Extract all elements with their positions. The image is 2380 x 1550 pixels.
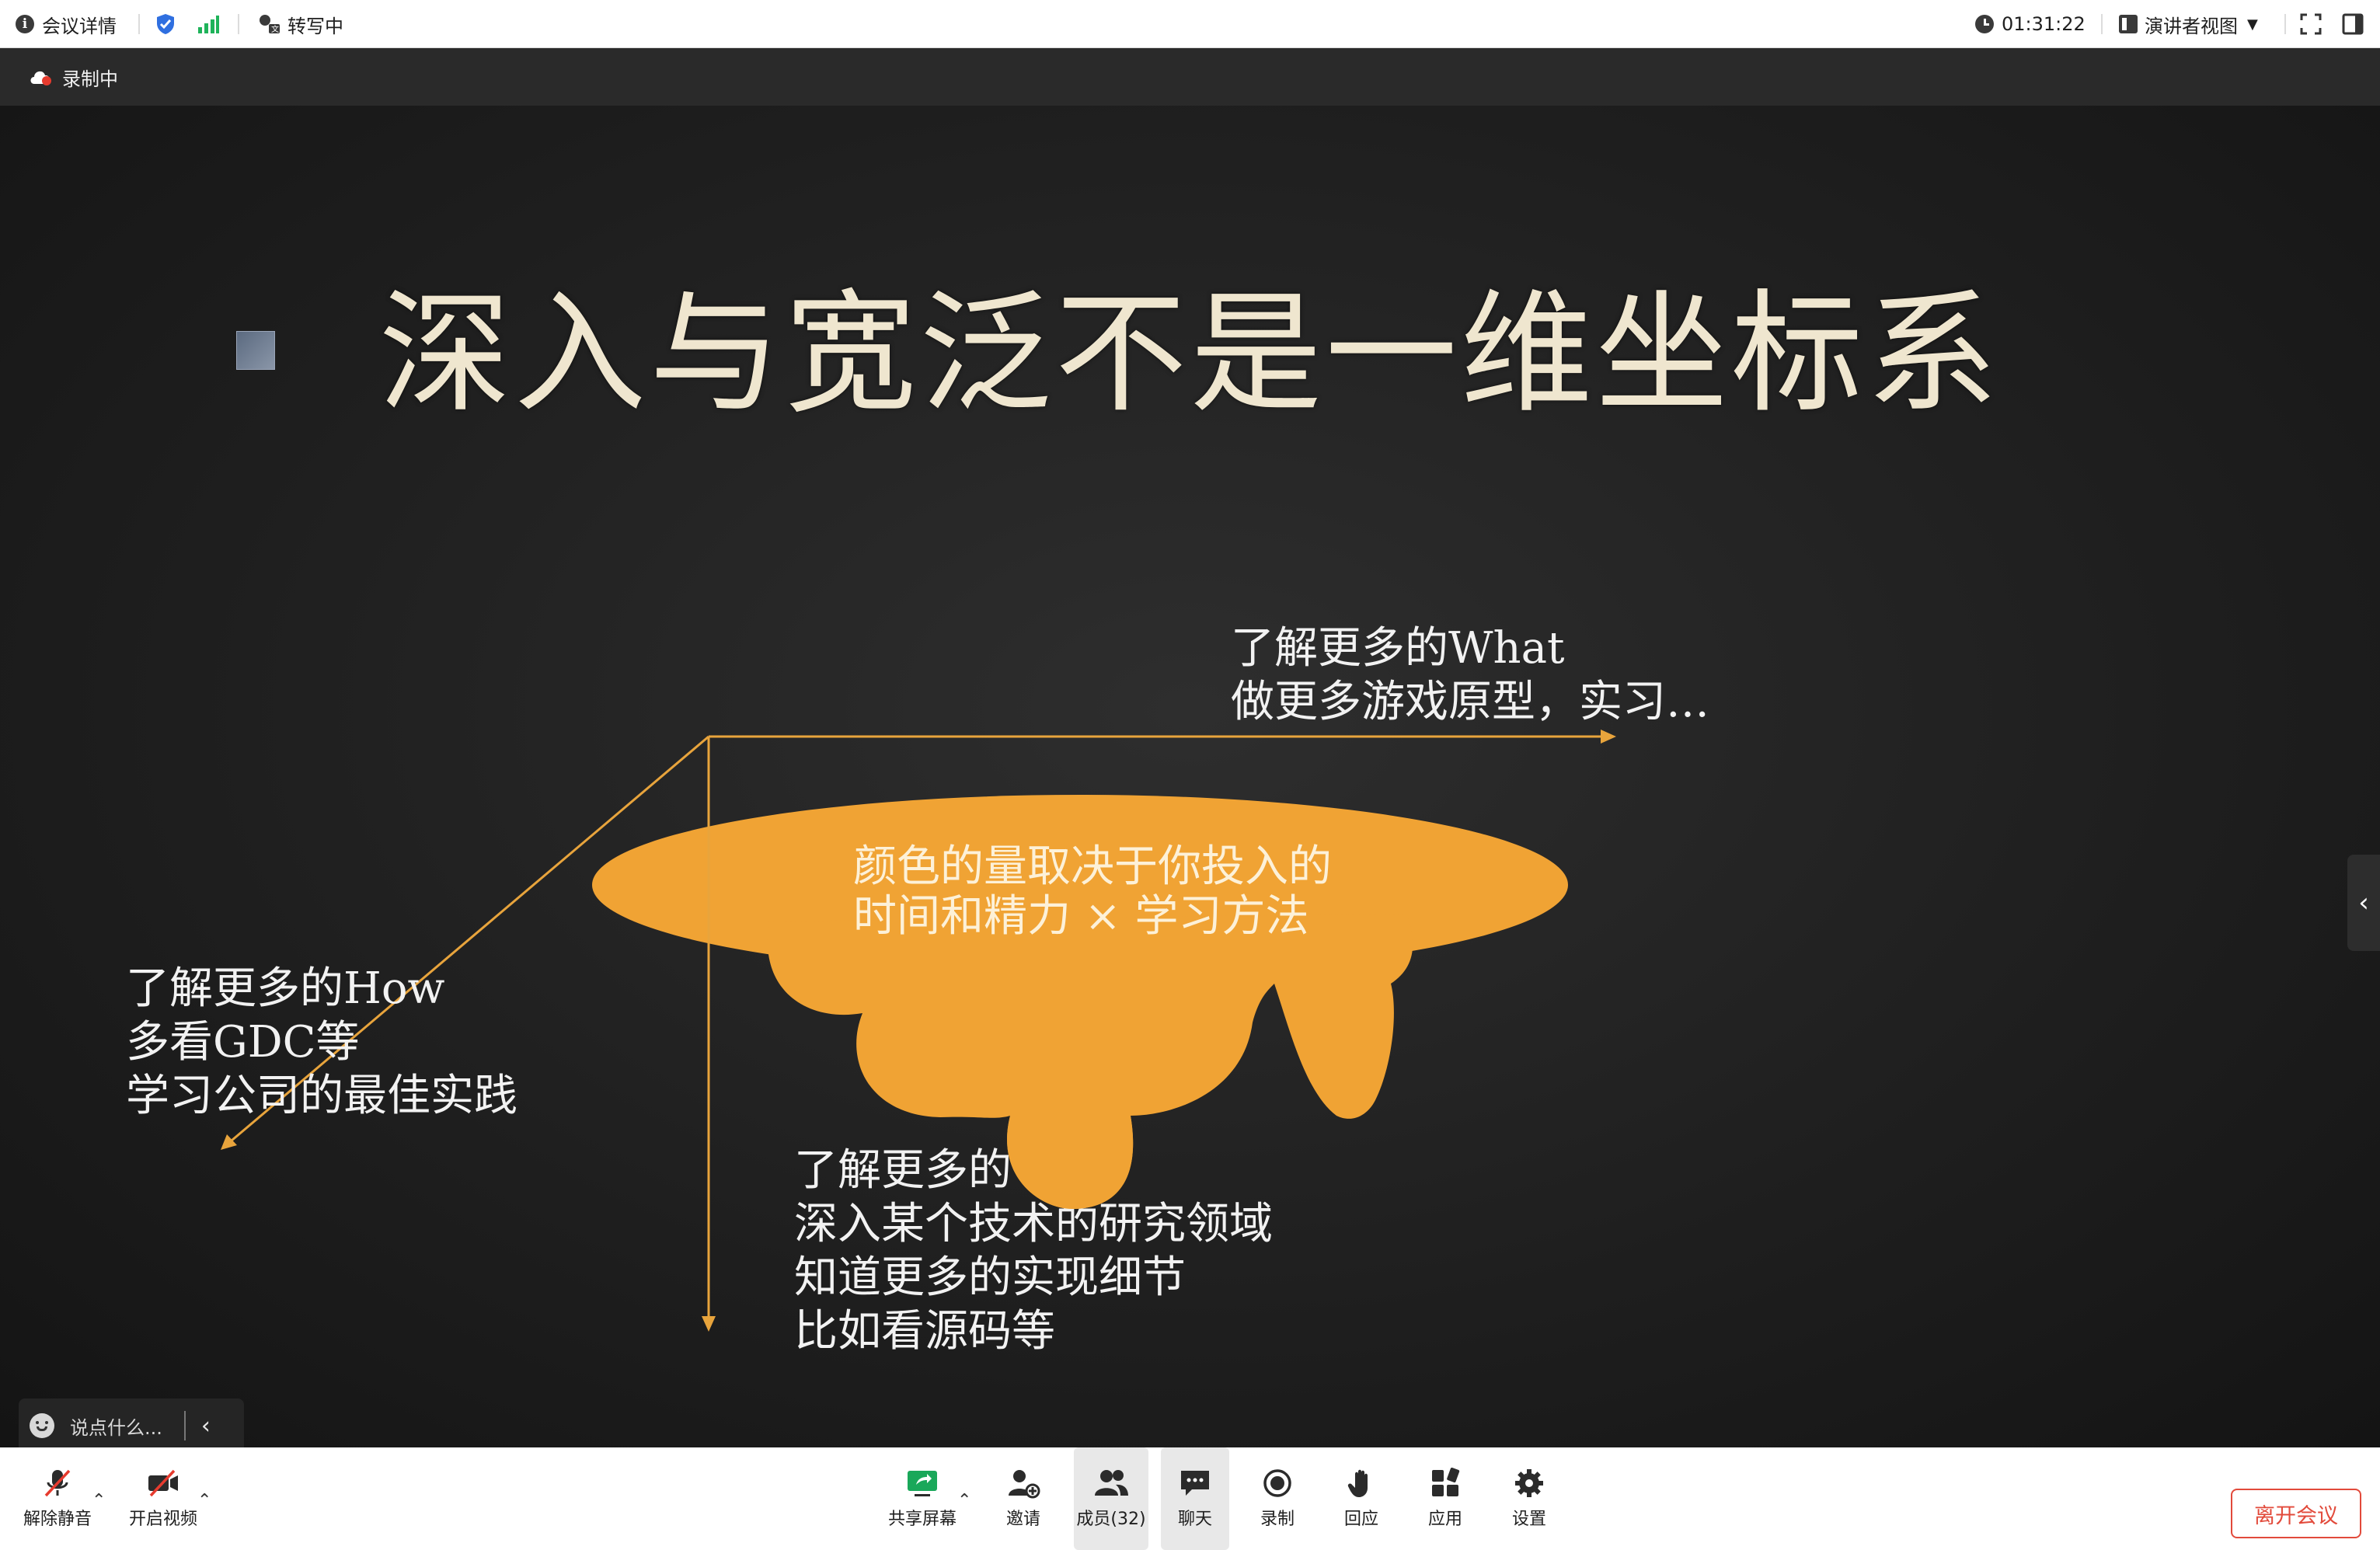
presenter-thumbnail[interactable] (236, 331, 275, 370)
signal-bars-icon (198, 16, 219, 33)
share-screen-button[interactable]: 共享屏幕 (881, 1447, 963, 1550)
transcribe-button[interactable]: 文 转写中 (258, 0, 343, 48)
how-label-line-1: 了解更多的How (126, 963, 445, 1014)
chat-bubble-icon (1181, 1471, 1209, 1496)
settings-button[interactable]: 设置 (1497, 1447, 1562, 1550)
info-icon: i (16, 15, 34, 33)
divider (138, 14, 140, 34)
gear-icon (1515, 1469, 1543, 1497)
how-axis-label: 了解更多的How 多看GDC等 学习公司的最佳实践 (126, 962, 517, 1123)
members-button[interactable]: 成员(32) (1074, 1447, 1148, 1550)
blob-caption: 颜色的量取决于你投入的 时间和精力 × 学习方法 (853, 842, 1332, 942)
chevron-left-icon: ‹ (2358, 887, 2369, 918)
how-axis-line (231, 735, 709, 1142)
how-label-line-3: 学习公司的最佳实践 (126, 1071, 517, 1121)
layout-icon (2119, 15, 2138, 33)
unmute-button[interactable]: 解除静音 (17, 1447, 98, 1550)
meeting-toolbar: 解除静音 ⌃ 开启视频 ⌃ 共享屏幕 ⌃ 邀请 (0, 1447, 2380, 1550)
svg-text:文: 文 (271, 24, 279, 34)
shared-screen-area: 深入与宽泛不是一维坐标系 了解更多的What 做更多游戏原型，实习… 了解更多的… (0, 106, 2380, 1447)
share-screen-label: 共享屏幕 (887, 1510, 957, 1529)
side-panel-expand-button[interactable]: ‹ (2347, 855, 2380, 951)
audio-options-chevron-icon[interactable]: ⌃ (92, 1491, 106, 1510)
camera-off-icon (148, 1469, 178, 1497)
divider (2101, 14, 2103, 34)
emoji-icon[interactable] (30, 1413, 54, 1438)
why-axis-arrowhead (702, 1316, 716, 1332)
security-shield-button[interactable] (155, 0, 176, 48)
what-axis-label: 了解更多的What 做更多游戏原型，实习… (1231, 622, 1709, 729)
divider (183, 1411, 186, 1440)
apps-button[interactable]: 应用 (1413, 1447, 1478, 1550)
transcribe-icon: 文 (260, 15, 280, 34)
invite-label: 邀请 (1005, 1510, 1040, 1529)
why-label-line-1: 了解更多的 (794, 1145, 1012, 1196)
fullscreen-icon (2300, 13, 2322, 35)
chat-label: 聊天 (1177, 1510, 1212, 1529)
microphone-muted-icon (44, 1469, 71, 1497)
record-button[interactable]: 录制 (1245, 1447, 1310, 1550)
blob-caption-line-2: 时间和精力 × 学习方法 (853, 891, 1309, 942)
video-options-chevron-icon[interactable]: ⌃ (197, 1491, 212, 1510)
react-label: 回应 (1343, 1510, 1378, 1529)
apps-grid-icon (1432, 1468, 1460, 1496)
why-axis-label: 了解更多的 深入某个技术的研究领域 知道更多的实现细节 比如看源码等 (794, 1144, 1273, 1358)
sidebar-panel-icon (2342, 13, 2364, 35)
fullscreen-button[interactable] (2300, 0, 2322, 48)
chat-input-placeholder[interactable]: 说点什么... (70, 1416, 162, 1439)
quick-chat-bar[interactable]: 说点什么... ‹ (19, 1398, 244, 1447)
how-label-line-2: 多看GDC等 (126, 1017, 360, 1068)
orange-blob-shape (592, 795, 1568, 1209)
why-label-line-3: 知道更多的实现细节 (794, 1252, 1186, 1303)
start-video-button[interactable]: 开启视频 (123, 1447, 204, 1550)
chat-button[interactable]: 聊天 (1161, 1447, 1229, 1550)
react-button[interactable]: 回应 (1329, 1447, 1394, 1550)
record-label: 录制 (1260, 1510, 1295, 1529)
start-video-label: 开启视频 (128, 1510, 197, 1529)
record-icon (1263, 1469, 1291, 1497)
coordinate-diagram (221, 730, 1616, 1332)
unmute-label: 解除静音 (23, 1510, 92, 1529)
why-label-line-2: 深入某个技术的研究领域 (794, 1199, 1273, 1249)
recording-status-bar: 录制中 (0, 48, 2380, 106)
meeting-details-label: 会议详情 (42, 15, 117, 37)
transcribe-label: 转写中 (287, 15, 343, 37)
members-label: 成员(32) (1076, 1510, 1146, 1529)
recording-label: 录制中 (62, 68, 118, 90)
invite-button[interactable]: 邀请 (990, 1447, 1057, 1550)
timer-value: 01:31:22 (2002, 13, 2086, 35)
slide-title: 深入与宽泛不是一维坐标系 (378, 277, 2002, 431)
divider (2284, 14, 2286, 34)
view-mode-label: 演讲者视图 (2145, 15, 2238, 37)
why-label-line-4: 比如看源码等 (794, 1306, 1055, 1357)
chevron-down-icon: ▼ (2247, 16, 2258, 33)
blob-caption-line-1: 颜色的量取决于你投入的 (853, 841, 1332, 892)
divider (238, 14, 239, 34)
share-options-chevron-icon[interactable]: ⌃ (957, 1491, 972, 1510)
settings-label: 设置 (1511, 1510, 1546, 1529)
what-axis-arrowhead (1601, 730, 1616, 744)
meeting-details-button[interactable]: i 会议详情 (16, 0, 117, 48)
share-screen-icon (908, 1471, 937, 1496)
what-label-line-2: 做更多游戏原型，实习… (1231, 677, 1709, 727)
shield-icon (157, 14, 174, 34)
raise-hand-icon (1347, 1469, 1368, 1497)
apps-label: 应用 (1427, 1510, 1462, 1529)
what-label-line-1: 了解更多的What (1231, 623, 1565, 674)
members-icon (1095, 1470, 1128, 1496)
clock-icon (1975, 15, 1994, 33)
recording-indicator[interactable]: 录制中 (28, 48, 118, 106)
cloud-record-icon (30, 71, 51, 85)
how-axis-arrowhead (221, 1134, 237, 1150)
sidebar-toggle-button[interactable] (2342, 0, 2364, 48)
network-signal-indicator[interactable] (197, 0, 219, 48)
top-bar: i 会议详情 文 转写中 01:31:22 演 (0, 0, 2380, 48)
leave-meeting-button[interactable]: 离开会议 (2231, 1489, 2361, 1538)
view-mode-dropdown[interactable]: 演讲者视图 ▼ (2118, 0, 2258, 48)
collapse-chevron-icon[interactable]: ‹ (200, 1412, 211, 1440)
add-user-icon (1009, 1470, 1040, 1499)
meeting-timer: 01:31:22 (1975, 0, 2086, 48)
